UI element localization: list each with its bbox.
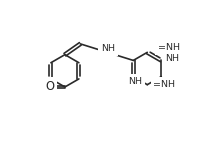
Text: =NH: =NH xyxy=(157,43,179,52)
Text: O: O xyxy=(45,81,54,93)
Text: =NH: =NH xyxy=(153,80,174,89)
Text: NH: NH xyxy=(101,44,115,53)
Text: NH: NH xyxy=(127,77,141,86)
Text: NH: NH xyxy=(164,54,178,63)
